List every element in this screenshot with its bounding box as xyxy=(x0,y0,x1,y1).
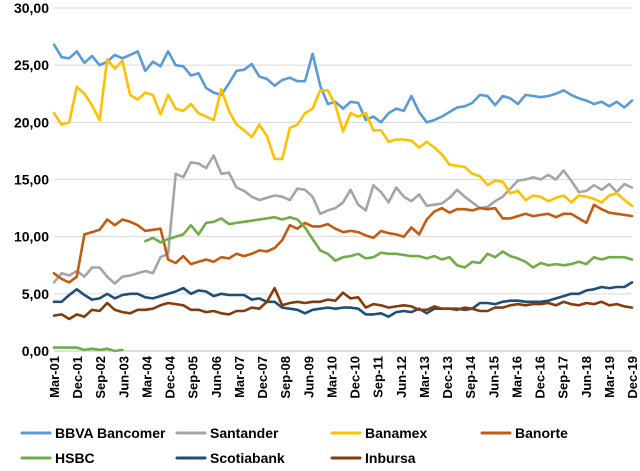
x-tick-label: Dec-16 xyxy=(533,356,548,399)
series-line-banamex xyxy=(52,58,634,208)
x-tick-label: Dec-01 xyxy=(70,356,85,399)
x-tick-label: Sep-05 xyxy=(186,356,201,399)
x-tick-label: Jun-15 xyxy=(486,356,501,398)
series-line-santander xyxy=(52,154,634,285)
x-tick-label: Sep-14 xyxy=(463,355,478,398)
legend-item-santander: Santander xyxy=(175,425,279,441)
x-tick-label: Sep-02 xyxy=(93,356,108,399)
series-line-inbursa xyxy=(52,286,634,321)
y-axis-ticks: 0,00 5,00 10,00 15,00 20,00 25,00 30,00 xyxy=(14,0,49,359)
y-tick-label: 10,00 xyxy=(14,229,49,245)
legend: BBVA Bancomer Santander Banamex Banorte HSBC… xyxy=(20,425,568,466)
x-tick-label: Dec-19 xyxy=(625,356,640,399)
x-tick-label: Jun-06 xyxy=(209,356,224,398)
x-tick-label: Mar-07 xyxy=(232,356,247,398)
series-line-hsbc xyxy=(52,215,634,353)
y-tick-label: 15,00 xyxy=(14,172,49,188)
legend-label: HSBC xyxy=(55,450,95,466)
y-tick-label: 25,00 xyxy=(14,57,49,73)
x-tick-label: Mar-10 xyxy=(324,356,339,398)
series-lines xyxy=(52,43,634,353)
legend-item-inbursa: Inbursa xyxy=(330,450,416,466)
series-line-scotiabank xyxy=(52,281,634,318)
legend-label: Banorte xyxy=(515,425,568,441)
y-tick-label: 5,00 xyxy=(22,286,49,302)
x-tick-label: Jun-09 xyxy=(301,356,316,398)
x-tick-label: Mar-04 xyxy=(139,355,154,398)
x-tick-label: Jun-18 xyxy=(579,356,594,398)
x-tick-label: Sep-08 xyxy=(278,356,293,399)
x-tick-label: Dec-13 xyxy=(440,356,455,399)
x-tick-label: Dec-04 xyxy=(163,355,178,398)
legend-label: Inbursa xyxy=(365,450,416,466)
x-axis-ticks: Mar-01 Dec-01 Sep-02 Jun-03 Mar-04 Dec-04 Sep-… xyxy=(47,355,640,398)
x-tick-label: Mar-13 xyxy=(417,356,432,398)
x-tick-label: Dec-10 xyxy=(348,356,363,399)
x-tick-label: Sep-17 xyxy=(556,356,571,399)
y-tick-label: 0,00 xyxy=(22,343,49,359)
x-tick-label: Sep-11 xyxy=(371,356,386,398)
legend-item-scotiabank: Scotiabank xyxy=(175,450,285,466)
x-tick-label: Mar-19 xyxy=(602,356,617,398)
legend-label: Santander xyxy=(210,425,279,441)
legend-label: Scotiabank xyxy=(210,450,285,466)
x-tick-label: Jun-03 xyxy=(116,356,131,398)
legend-item-banorte: Banorte xyxy=(480,425,568,441)
x-tick-label: Jun-12 xyxy=(394,356,409,398)
x-tick-label: Mar-16 xyxy=(509,356,524,398)
gridlines xyxy=(54,7,632,295)
legend-item-banamex: Banamex xyxy=(330,425,427,441)
legend-label: BBVA Bancomer xyxy=(55,425,166,441)
y-tick-label: 30,00 xyxy=(14,0,49,16)
legend-item-bbva-bancomer: BBVA Bancomer xyxy=(20,425,166,441)
series-line-bbva-bancomer xyxy=(52,43,634,124)
y-tick-label: 20,00 xyxy=(14,114,49,130)
x-tick-label: Mar-01 xyxy=(47,356,62,398)
series-line-banorte xyxy=(52,203,634,284)
legend-label: Banamex xyxy=(365,425,427,441)
legend-item-hsbc: HSBC xyxy=(20,450,95,466)
x-tick-label: Dec-07 xyxy=(255,356,270,399)
